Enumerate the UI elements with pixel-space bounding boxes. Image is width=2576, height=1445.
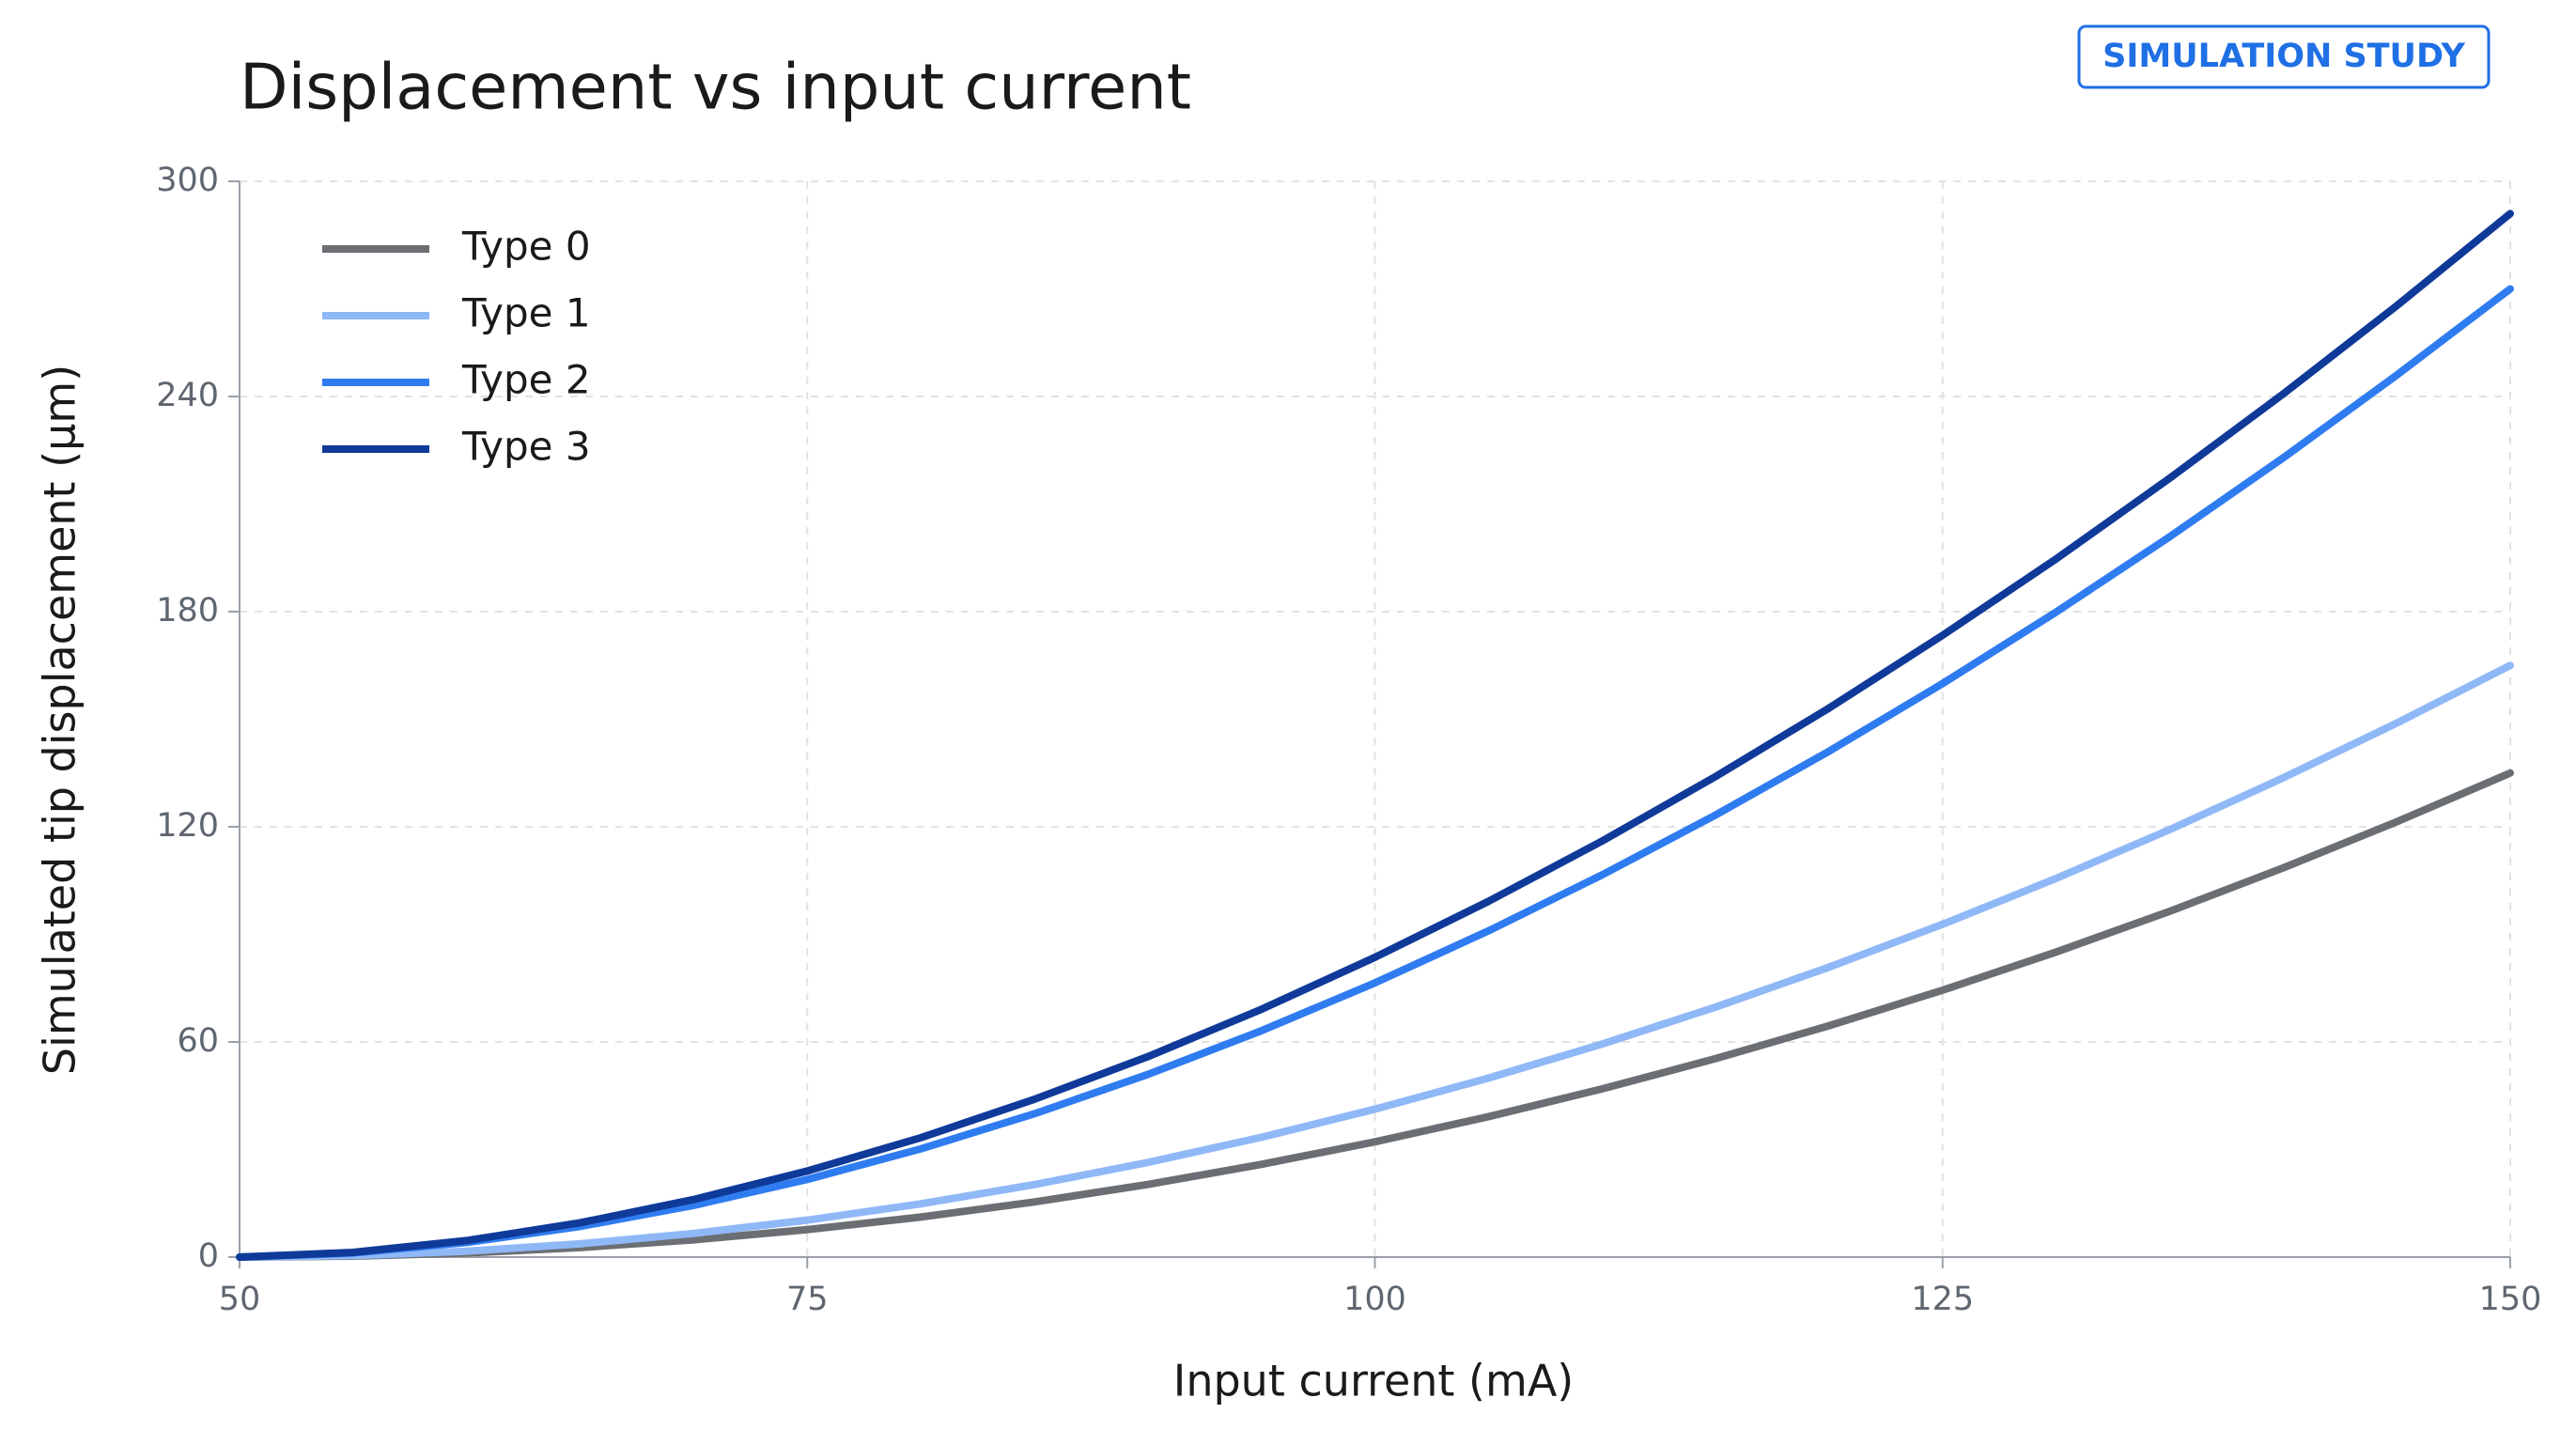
y-tick-label: 0: [198, 1237, 219, 1275]
y-tick-label: 180: [156, 592, 219, 629]
badge: SIMULATION STUDY: [2103, 38, 2465, 75]
chart-title: Displacement vs input current: [240, 51, 1191, 124]
y-tick-label: 120: [156, 807, 219, 845]
x-tick-label: 100: [1343, 1281, 1406, 1318]
legend-label: Type 2: [461, 357, 591, 403]
y-tick-label: 60: [177, 1022, 219, 1060]
x-tick-label: 50: [219, 1281, 261, 1318]
series-line: [236, 769, 2514, 1261]
y-tick-label: 300: [156, 162, 219, 199]
y-axis-label: Simulated tip displacement (µm): [35, 365, 85, 1075]
legend-label: Type 3: [461, 424, 591, 470]
badge-box: [2077, 24, 2491, 89]
x-tick-label: 125: [1911, 1281, 1974, 1318]
series-line: [236, 661, 2514, 1261]
legend-label: Type 0: [461, 224, 591, 270]
x-axis-label: Input current (mA): [1173, 1356, 1574, 1406]
x-tick-label: 150: [2479, 1281, 2542, 1318]
series-line: [236, 210, 2514, 1261]
y-tick-label: 240: [156, 377, 219, 414]
x-tick-label: 75: [786, 1281, 829, 1318]
series-line: [236, 285, 2514, 1261]
legend-label: Type 1: [461, 290, 591, 336]
